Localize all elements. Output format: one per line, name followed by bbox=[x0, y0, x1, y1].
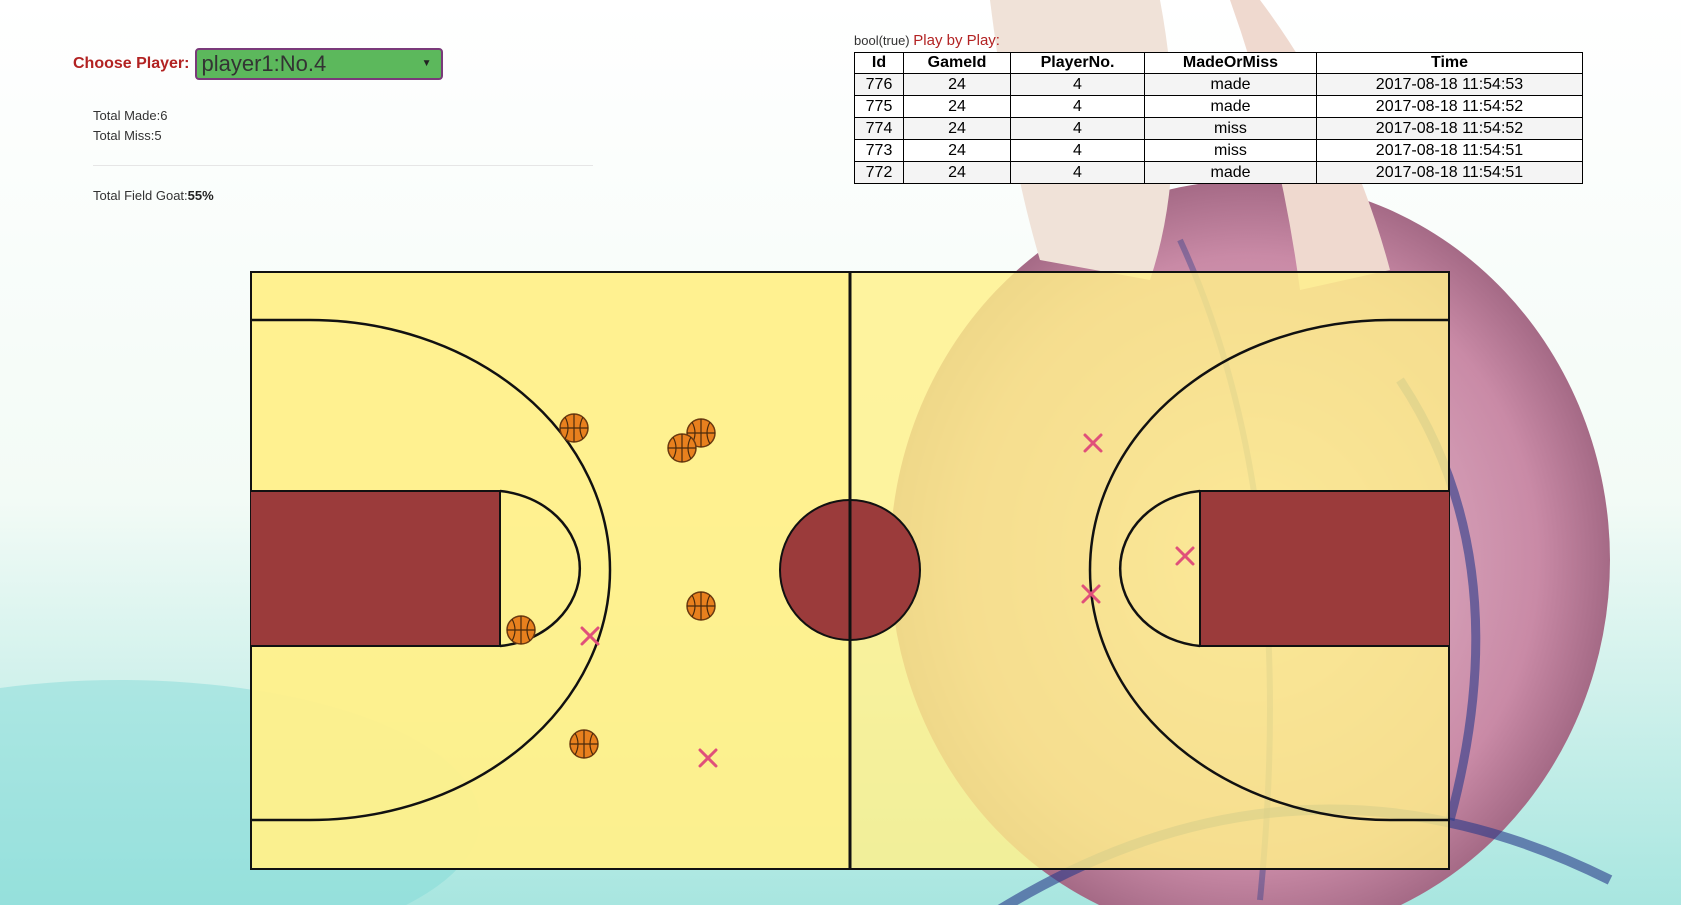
cell-gameid: 24 bbox=[903, 73, 1011, 96]
table-row: 775 24 4 made 2017-08-18 11:54:52 bbox=[854, 95, 1583, 118]
basketball-icon bbox=[686, 591, 716, 621]
cell-id: 775 bbox=[854, 95, 904, 118]
cell-time: 2017-08-18 11:54:51 bbox=[1316, 161, 1583, 184]
table-row: 776 24 4 made 2017-08-18 11:54:53 bbox=[854, 73, 1583, 96]
column-header-madeormiss: MadeOrMiss bbox=[1144, 52, 1317, 74]
cell-id: 776 bbox=[854, 73, 904, 96]
play-by-play-header: bool(true) Play by Play: bbox=[854, 32, 1000, 49]
field-goal-value: 55% bbox=[187, 188, 214, 203]
basketball-icon bbox=[667, 433, 697, 463]
chevron-down-icon: ▼ bbox=[421, 58, 432, 69]
cell-id: 773 bbox=[854, 139, 904, 162]
cell-id: 774 bbox=[854, 117, 904, 140]
column-header-id: Id bbox=[854, 52, 904, 74]
cell-gameid: 24 bbox=[903, 139, 1011, 162]
cell-time: 2017-08-18 11:54:52 bbox=[1316, 95, 1583, 118]
cell-time: 2017-08-18 11:54:51 bbox=[1316, 139, 1583, 162]
table-row: 774 24 4 miss 2017-08-18 11:54:52 bbox=[854, 117, 1583, 140]
column-header-time: Time bbox=[1316, 52, 1583, 74]
cell-madeormiss: miss bbox=[1144, 139, 1317, 162]
table-row: 773 24 4 miss 2017-08-18 11:54:51 bbox=[854, 139, 1583, 162]
play-by-play-table: Id GameId PlayerNo. MadeOrMiss Time 776 … bbox=[854, 52, 1583, 184]
cell-id: 772 bbox=[854, 161, 904, 184]
total-miss: Total Miss:5 bbox=[93, 128, 162, 143]
basketball-icon bbox=[559, 413, 589, 443]
cell-madeormiss: miss bbox=[1144, 117, 1317, 140]
table-row: 772 24 4 made 2017-08-18 11:54:51 bbox=[854, 161, 1583, 184]
field-goal-label: Total Field Goat: bbox=[93, 188, 188, 203]
cell-madeormiss: made bbox=[1144, 161, 1317, 184]
right-free-throw-arc bbox=[1118, 489, 1201, 648]
cell-time: 2017-08-18 11:54:53 bbox=[1316, 73, 1583, 96]
cell-time: 2017-08-18 11:54:52 bbox=[1316, 117, 1583, 140]
player-select[interactable]: player1:No.4 ▼ bbox=[195, 48, 444, 80]
left-free-throw-arc bbox=[499, 489, 582, 648]
cell-gameid: 24 bbox=[903, 117, 1011, 140]
debug-output: bool(true) bbox=[854, 33, 910, 48]
choose-player-label: Choose Player: bbox=[73, 55, 190, 72]
field-goal-stat: Total Field Goat:55% bbox=[93, 188, 214, 203]
cell-playerno: 4 bbox=[1010, 73, 1145, 96]
cell-playerno: 4 bbox=[1010, 139, 1145, 162]
left-paint bbox=[250, 490, 501, 647]
play-by-play-title: Play by Play: bbox=[913, 32, 1000, 49]
cell-gameid: 24 bbox=[903, 161, 1011, 184]
right-three-point-line bbox=[1088, 318, 1450, 822]
table-header-row: Id GameId PlayerNo. MadeOrMiss Time bbox=[854, 52, 1583, 74]
cell-madeormiss: made bbox=[1144, 73, 1317, 96]
cell-gameid: 24 bbox=[903, 95, 1011, 118]
right-paint bbox=[1199, 490, 1450, 647]
cell-playerno: 4 bbox=[1010, 161, 1145, 184]
cell-playerno: 4 bbox=[1010, 117, 1145, 140]
basketball-icon bbox=[506, 615, 536, 645]
shot-chart-court[interactable] bbox=[250, 271, 1450, 870]
cell-madeormiss: made bbox=[1144, 95, 1317, 118]
shot-stats: Total Made:6 Total Miss:5 bbox=[93, 106, 167, 146]
column-header-gameid: GameId bbox=[903, 52, 1011, 74]
basketball-icon bbox=[569, 729, 599, 759]
divider bbox=[93, 165, 593, 166]
left-three-point-line bbox=[250, 318, 612, 822]
player-chooser: Choose Player: player1:No.4 ▼ bbox=[73, 48, 444, 80]
cell-playerno: 4 bbox=[1010, 95, 1145, 118]
player-select-value: player1:No.4 bbox=[201, 51, 327, 76]
total-made: Total Made:6 bbox=[93, 108, 168, 123]
column-header-playerno: PlayerNo. bbox=[1010, 52, 1145, 74]
